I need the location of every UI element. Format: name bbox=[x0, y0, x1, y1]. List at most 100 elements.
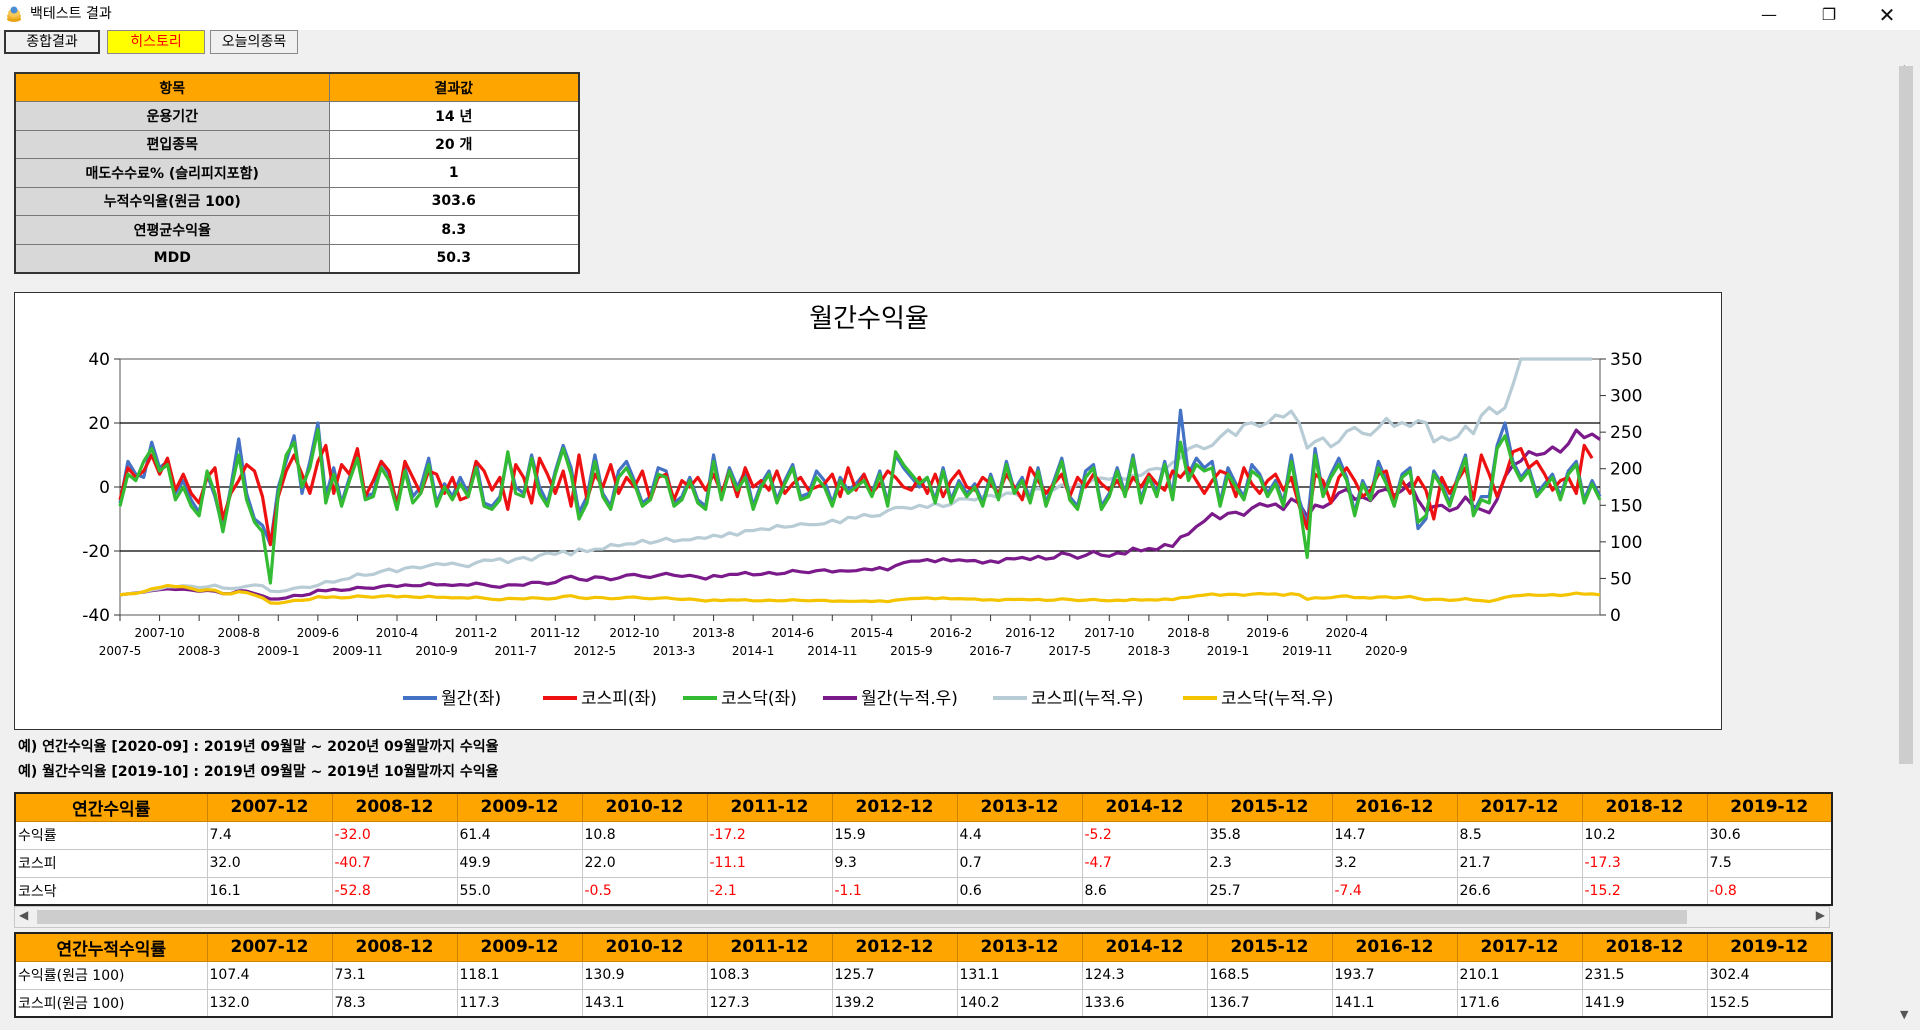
table-cell[interactable]: 21.7 bbox=[1456, 848, 1583, 878]
table-cell[interactable]: 210.1 bbox=[1456, 960, 1583, 990]
table-cell[interactable]: -7.4 bbox=[1331, 876, 1458, 906]
table-cell[interactable]: 127.3 bbox=[706, 988, 833, 1018]
table-cell[interactable]: 130.9 bbox=[581, 960, 708, 990]
table-cell[interactable]: 7.5 bbox=[1706, 848, 1833, 878]
table-cell[interactable]: 7.4 bbox=[206, 820, 333, 850]
tab-today-stocks[interactable]: 오늘의종목 bbox=[210, 30, 298, 54]
scroll-right-arrow-icon[interactable]: ▶ bbox=[1815, 908, 1825, 922]
scroll-down-arrow-icon[interactable]: ▼ bbox=[1900, 1008, 1909, 1021]
y-left-tick-label: 40 bbox=[88, 350, 110, 370]
table-cell[interactable]: 141.1 bbox=[1331, 988, 1458, 1018]
tab-summary[interactable]: 종합결과 bbox=[4, 30, 100, 54]
table-cell[interactable]: 3.2 bbox=[1331, 848, 1458, 878]
table-cell[interactable]: 61.4 bbox=[456, 820, 583, 850]
annual-year-header: 2010-12 bbox=[581, 792, 708, 822]
scrollbar-thumb[interactable] bbox=[1899, 66, 1913, 764]
table-cell[interactable]: 108.3 bbox=[706, 960, 833, 990]
table-cell[interactable]: 16.1 bbox=[206, 876, 333, 906]
table-cell[interactable]: 143.1 bbox=[581, 988, 708, 1018]
scrollbar-thumb[interactable] bbox=[37, 910, 1687, 924]
table-cell[interactable]: -32.0 bbox=[331, 820, 458, 850]
table-cell[interactable]: 152.5 bbox=[1706, 988, 1833, 1018]
table-cell[interactable]: -52.8 bbox=[331, 876, 458, 906]
table-cell[interactable]: 193.7 bbox=[1331, 960, 1458, 990]
table-cell[interactable]: 107.4 bbox=[206, 960, 333, 990]
y-left-tick-label: -20 bbox=[82, 542, 110, 562]
table-cell[interactable]: 14.7 bbox=[1331, 820, 1458, 850]
table-cell[interactable]: -17.3 bbox=[1581, 848, 1708, 878]
minimize-button[interactable]: — bbox=[1761, 5, 1777, 24]
table-cell[interactable]: 132.0 bbox=[206, 988, 333, 1018]
table-cell[interactable]: 118.1 bbox=[456, 960, 583, 990]
legend-label: 코스피(좌) bbox=[581, 689, 657, 709]
table-cell[interactable]: 22.0 bbox=[581, 848, 708, 878]
table-cell[interactable]: 231.5 bbox=[1581, 960, 1708, 990]
cumulative-year-header: 2011-12 bbox=[706, 932, 833, 962]
table-row: 코스피 32.0 -40.7 49.9 22.0 -11.1 9.3 0.7 -4.7 2.3 3.… bbox=[14, 848, 1833, 878]
maximize-button[interactable]: ❐ bbox=[1821, 5, 1837, 24]
table-cell[interactable]: 15.9 bbox=[831, 820, 958, 850]
table-cell[interactable]: 131.1 bbox=[956, 960, 1083, 990]
x-tick-label: 2018-3 bbox=[1128, 644, 1171, 658]
table-cell[interactable]: 30.6 bbox=[1706, 820, 1833, 850]
table-cell[interactable]: 78.3 bbox=[331, 988, 458, 1018]
table-cell[interactable]: 8.6 bbox=[1081, 876, 1208, 906]
table-cell[interactable]: 302.4 bbox=[1706, 960, 1833, 990]
table-cell[interactable]: -15.2 bbox=[1581, 876, 1708, 906]
table-cell[interactable]: 55.0 bbox=[456, 876, 583, 906]
table-cell[interactable]: 73.1 bbox=[331, 960, 458, 990]
table-cell[interactable]: 2.3 bbox=[1206, 848, 1333, 878]
table-cell[interactable]: 136.7 bbox=[1206, 988, 1333, 1018]
table-cell[interactable]: 32.0 bbox=[206, 848, 333, 878]
table-cell[interactable]: 168.5 bbox=[1206, 960, 1333, 990]
legend-label: 월간(누적.우) bbox=[861, 689, 958, 709]
table-cell[interactable]: 9.3 bbox=[831, 848, 958, 878]
table-cell[interactable]: 8.5 bbox=[1456, 820, 1583, 850]
table-cell[interactable]: -0.8 bbox=[1706, 876, 1833, 906]
table-cell[interactable]: 133.6 bbox=[1081, 988, 1208, 1018]
annual-year-header: 2015-12 bbox=[1206, 792, 1333, 822]
table-cell[interactable]: 26.6 bbox=[1456, 876, 1583, 906]
annual-year-header: 2018-12 bbox=[1581, 792, 1708, 822]
table-cell[interactable]: -11.1 bbox=[706, 848, 833, 878]
scroll-left-arrow-icon[interactable]: ◀ bbox=[19, 908, 29, 922]
vertical-scrollbar[interactable]: ▲ ▼ bbox=[1895, 60, 1917, 1030]
table-cell[interactable]: 35.8 bbox=[1206, 820, 1333, 850]
table-cell[interactable]: -17.2 bbox=[706, 820, 833, 850]
summary-label: 운용기간 bbox=[14, 101, 330, 131]
table-cell[interactable]: -2.1 bbox=[706, 876, 833, 906]
table-cell[interactable]: -4.7 bbox=[1081, 848, 1208, 878]
table-cell[interactable]: 140.2 bbox=[956, 988, 1083, 1018]
table-cell[interactable]: 10.2 bbox=[1581, 820, 1708, 850]
x-tick-label: 2017-10 bbox=[1084, 626, 1134, 640]
table-cell[interactable]: -0.5 bbox=[581, 876, 708, 906]
row-label: 수익률(원금 100) bbox=[14, 960, 208, 990]
x-tick-label: 2009-1 bbox=[257, 644, 300, 658]
x-tick-label: 2016-12 bbox=[1005, 626, 1055, 640]
table-cell[interactable]: 117.3 bbox=[456, 988, 583, 1018]
table-cell[interactable]: 171.6 bbox=[1456, 988, 1583, 1018]
legend-label: 월간(좌) bbox=[441, 689, 501, 709]
horizontal-scrollbar[interactable]: ◀ ▶ bbox=[14, 906, 1830, 928]
table-cell[interactable]: 139.2 bbox=[831, 988, 958, 1018]
tab-history[interactable]: 히스토리 bbox=[107, 30, 205, 54]
table-cell[interactable]: -40.7 bbox=[331, 848, 458, 878]
table-cell[interactable]: 141.9 bbox=[1581, 988, 1708, 1018]
table-cell[interactable]: 0.6 bbox=[956, 876, 1083, 906]
table-cell[interactable]: 10.8 bbox=[581, 820, 708, 850]
table-cell[interactable]: 49.9 bbox=[456, 848, 583, 878]
table-cell[interactable]: 0.7 bbox=[956, 848, 1083, 878]
table-cell[interactable]: -1.1 bbox=[831, 876, 958, 906]
close-button[interactable]: ✕ bbox=[1878, 3, 1896, 27]
cumulative-header-label: 연간누적수익률 bbox=[14, 932, 208, 962]
table-cell[interactable]: 125.7 bbox=[831, 960, 958, 990]
y-right-tick-label: 250 bbox=[1610, 423, 1642, 443]
annual-year-header: 2017-12 bbox=[1456, 792, 1583, 822]
annual-year-header: 2014-12 bbox=[1081, 792, 1208, 822]
table-cell[interactable]: 124.3 bbox=[1081, 960, 1208, 990]
monthly-return-chart-panel: 월간수익율 40 20 0 -20 -40 350 300 250 200 150 100 50 0 200… bbox=[14, 292, 1722, 730]
table-cell[interactable]: -5.2 bbox=[1081, 820, 1208, 850]
table-cell[interactable]: 25.7 bbox=[1206, 876, 1333, 906]
table-cell[interactable]: 4.4 bbox=[956, 820, 1083, 850]
x-tick-label: 2009-6 bbox=[297, 626, 340, 640]
